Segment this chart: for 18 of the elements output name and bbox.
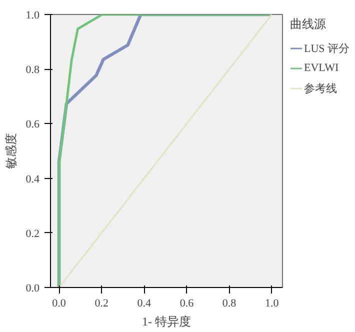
x-tick-label: 1.0 [264, 298, 280, 310]
legend-label: EVLWI [304, 62, 339, 74]
x-tick-label: 0.2 [94, 298, 108, 310]
x-tick-label: 0.0 [52, 298, 66, 310]
x-tick-label: 0.6 [180, 298, 194, 310]
x-tick-label: 0.8 [222, 298, 237, 310]
legend-label: 参考线 [304, 82, 337, 96]
y-tick-label: 0.8 [26, 64, 40, 76]
y-tick-label: 0.0 [26, 282, 40, 294]
y-tick-label: 0.6 [26, 118, 40, 131]
y-tick-label: 0.4 [26, 173, 40, 186]
y-tick-label: 1.0 [26, 10, 40, 22]
x-tick-label: 0.4 [137, 298, 152, 310]
legend-title: 曲线源 [290, 16, 327, 33]
legend-label: LUS 评分 [304, 42, 350, 56]
x-axis-title: 1- 特异度 [142, 314, 191, 328]
y-tick-label: 0.2 [26, 228, 40, 240]
y-axis-title: 敏感度 [4, 133, 18, 169]
